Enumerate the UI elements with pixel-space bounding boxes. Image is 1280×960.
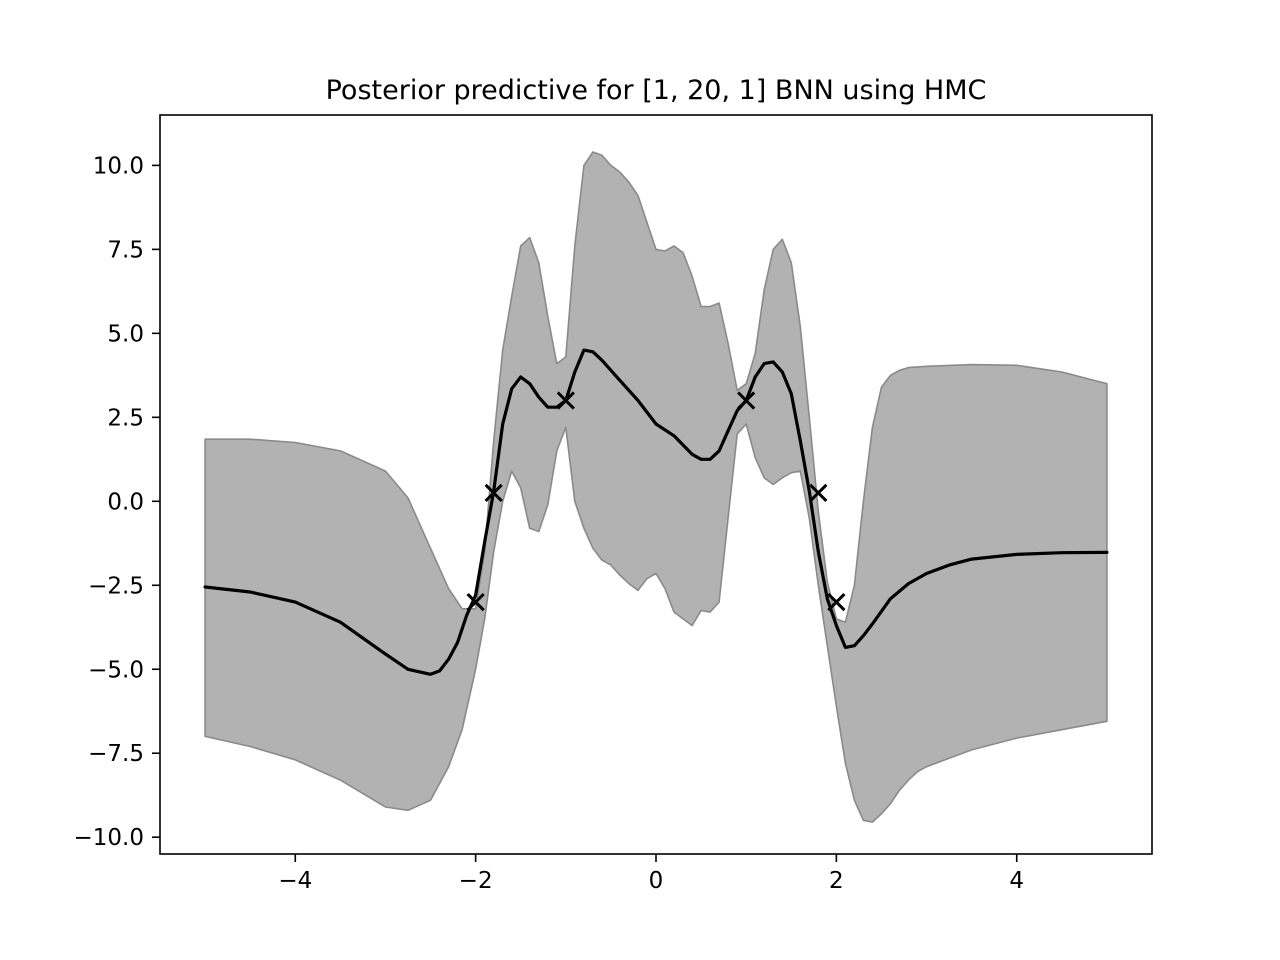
y-axis: −10.0 −7.5 −5.0 −2.5 0.0 2.5 5.0 7.5 10.0: [74, 153, 160, 851]
y-tick-label: −2.5: [88, 573, 144, 599]
y-tick-label: 0.0: [107, 489, 144, 515]
mean-prediction-line: [203, 348, 1109, 676]
observation-point: [827, 592, 846, 612]
y-tick-label: 5.0: [107, 321, 144, 347]
observation-point: [737, 391, 756, 410]
x-tick-label: 2: [829, 868, 844, 894]
x-tick-label: 4: [1009, 868, 1024, 894]
observation-point: [484, 483, 503, 503]
uncertainty-band: [204, 151, 1108, 823]
x-tick-label: 0: [649, 868, 664, 894]
y-tick-label: 7.5: [107, 237, 144, 263]
observation-markers: [466, 391, 846, 612]
observation-point: [809, 483, 828, 503]
y-tick-label: −7.5: [88, 741, 144, 767]
x-tick-label: −4: [278, 868, 312, 894]
uncertainty-band-area: [204, 151, 1108, 823]
x-axis: −4 −2 0 2 4: [278, 854, 1024, 894]
observation-point: [556, 391, 575, 410]
chart-title: Posterior predictive for [1, 20, 1] BNN …: [326, 75, 987, 106]
y-tick-label: −10.0: [74, 825, 144, 851]
y-tick-label: 2.5: [107, 405, 144, 431]
y-tick-label: 10.0: [93, 153, 144, 179]
x-tick-label: −2: [459, 868, 493, 894]
y-tick-label: −5.0: [88, 657, 144, 683]
mean-line: [203, 348, 1109, 676]
observation-point: [466, 592, 485, 612]
